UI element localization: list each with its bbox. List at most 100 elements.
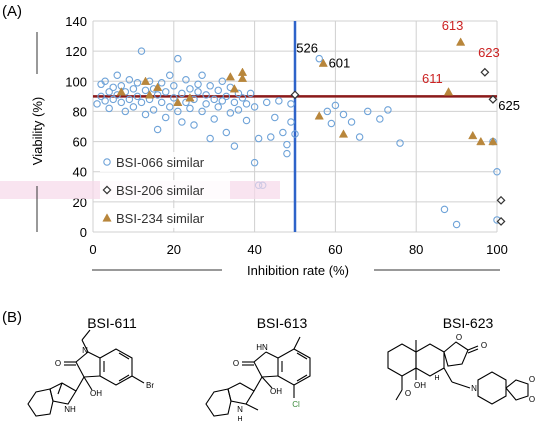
point-series-1 — [178, 89, 186, 98]
point-series-3 — [173, 97, 183, 106]
point-series-1 — [137, 98, 146, 107]
point-series-1 — [242, 100, 251, 108]
point-series-3 — [116, 87, 126, 96]
point-series-1 — [129, 103, 138, 111]
svg-text:HN: HN — [256, 343, 268, 352]
point-series-1 — [109, 95, 117, 104]
point-series-1 — [339, 110, 348, 119]
point-series-1 — [230, 98, 239, 107]
point-series-3 — [443, 87, 454, 96]
point-series-1 — [97, 92, 105, 101]
point-series-1 — [327, 119, 336, 128]
svg-text:OH: OH — [414, 381, 426, 390]
x-tick-label: 60 — [328, 242, 342, 257]
legend-marker — [102, 213, 112, 222]
point-series-1 — [157, 98, 166, 107]
legend: BSI-066 similar BSI-206 similar BSI-234 si… — [0, 152, 280, 228]
point-series-1 — [214, 103, 222, 111]
point-series-1 — [283, 140, 291, 149]
point-series-1 — [206, 82, 214, 90]
x-tick-label: 100 — [486, 242, 508, 257]
point-series-1 — [287, 100, 295, 108]
svg-text:O: O — [55, 359, 61, 368]
point-series-1 — [113, 71, 121, 80]
point-series-1 — [355, 133, 364, 141]
point-series-3 — [229, 84, 240, 93]
point-series-1 — [384, 106, 392, 114]
point-series-3 — [318, 58, 328, 67]
molecule-bsi-613: BSI-613 HN O OH Cl N H — [205, 315, 311, 423]
molecule-name: BSI-613 — [257, 315, 308, 331]
y-tick-label: 80 — [73, 104, 87, 119]
point-series-1 — [250, 158, 259, 167]
point-series-3 — [488, 136, 498, 146]
point-series-1 — [279, 128, 287, 137]
svg-text:O: O — [529, 395, 535, 404]
point-series-1 — [174, 107, 182, 116]
legend-entry-bg — [100, 152, 230, 172]
x-tick-label: 0 — [89, 242, 96, 257]
svg-text:NH: NH — [64, 405, 76, 414]
point-series-1 — [210, 95, 218, 104]
point-series-2 — [496, 195, 506, 205]
molecule-name: BSI-623 — [443, 315, 494, 331]
x-axis-label: Inhibition rate (%) — [247, 263, 349, 278]
point-series-1 — [363, 107, 372, 116]
legend-entry-bg — [100, 208, 230, 228]
legend-entry-bg — [100, 180, 230, 200]
point-series-1 — [182, 76, 190, 84]
point-series-3 — [140, 76, 151, 85]
point-series-1 — [174, 54, 182, 63]
point-series-3 — [314, 111, 324, 120]
svg-text:Br: Br — [146, 381, 154, 390]
point-series-1 — [234, 106, 243, 114]
structure-drawing — [27, 329, 145, 417]
point-series-1 — [190, 121, 198, 129]
x-tick-label: 80 — [409, 242, 423, 257]
legend-marker — [102, 185, 112, 195]
point-series-1 — [202, 91, 210, 99]
point-series-1 — [206, 134, 214, 143]
point-series-1 — [161, 88, 170, 96]
point-series-1 — [101, 97, 109, 105]
point-series-1 — [254, 134, 263, 143]
point-series-3 — [338, 129, 349, 138]
svg-text:O: O — [529, 375, 535, 384]
x-tick-label: 40 — [247, 242, 261, 257]
y-tick-label: 120 — [65, 44, 87, 59]
point-series-1 — [287, 118, 295, 126]
point-series-1 — [153, 125, 162, 134]
point-series-1 — [242, 116, 251, 125]
point-series-1 — [137, 47, 146, 55]
point-series-3 — [468, 130, 478, 140]
y-tick-label: 140 — [65, 14, 87, 29]
point-series-1 — [182, 98, 190, 107]
y-tick-label: 100 — [65, 74, 87, 89]
point-series-1 — [210, 115, 218, 123]
legend-label: BSI-066 similar — [116, 155, 205, 170]
legend-label: BSI-234 similar — [116, 211, 205, 226]
point-series-1 — [198, 107, 206, 116]
x-tick-labels: 0 20 40 60 80 100 — [89, 242, 507, 257]
point-annotation: 623 — [478, 45, 500, 60]
point-series-1 — [153, 91, 162, 99]
point-series-1 — [109, 83, 117, 92]
point-series-1 — [250, 103, 259, 111]
point-series-1 — [275, 97, 283, 105]
point-series-1 — [246, 89, 255, 98]
structure-drawing — [205, 336, 311, 417]
point-series-1 — [234, 89, 243, 98]
point-series-1 — [133, 79, 142, 87]
svg-text:OH: OH — [90, 389, 102, 398]
molecule-bsi-623: BSI-623 O O H OH O N O O — [387, 315, 535, 405]
svg-text:N: N — [82, 346, 88, 355]
point-series-1 — [271, 113, 279, 122]
point-series-1 — [178, 118, 186, 126]
point-series-3 — [225, 72, 235, 81]
point-series-2 — [480, 67, 490, 77]
svg-text:N: N — [237, 405, 243, 414]
point-annotations: 526 601 613 623 611 625 — [296, 18, 520, 113]
y-tick-label: 0 — [80, 225, 87, 240]
